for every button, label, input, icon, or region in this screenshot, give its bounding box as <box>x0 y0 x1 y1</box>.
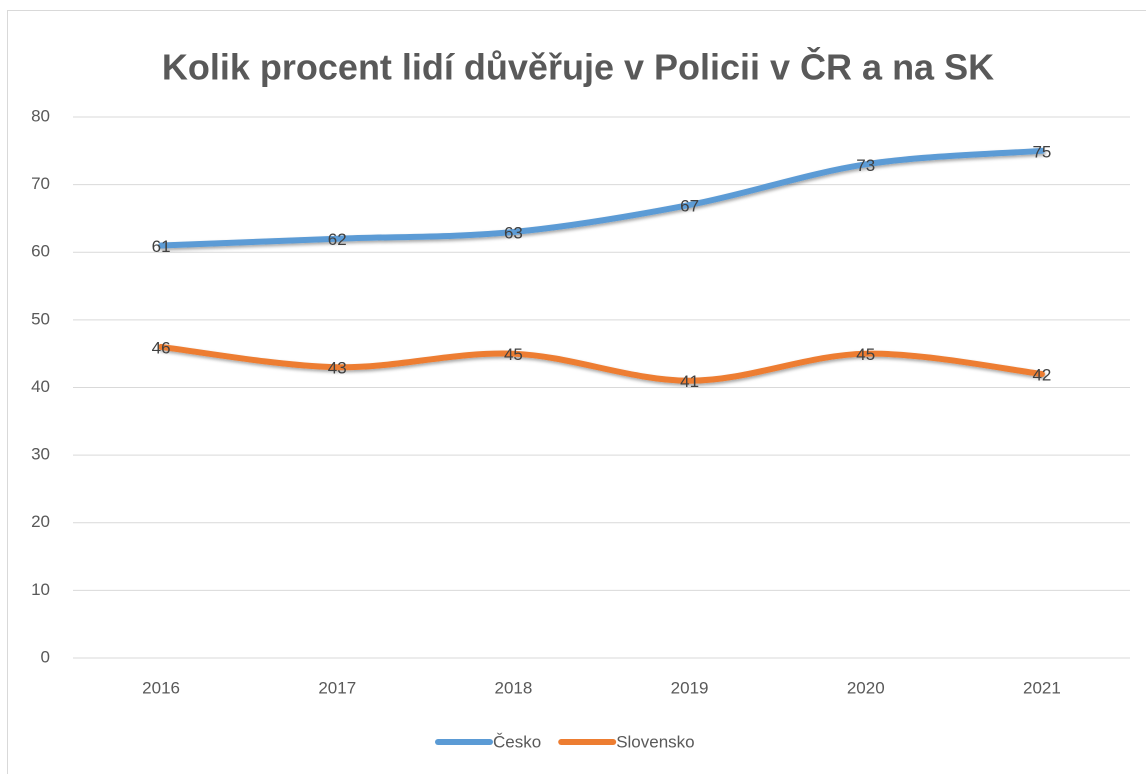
series-line <box>158 343 1045 384</box>
data-label: 45 <box>504 345 523 364</box>
data-label: 42 <box>1032 365 1051 384</box>
x-tick-label: 2018 <box>495 678 533 697</box>
data-label: 43 <box>328 359 347 378</box>
data-label: 62 <box>328 230 347 249</box>
y-tick-label: 50 <box>31 309 50 328</box>
x-tick-label: 2020 <box>847 678 885 697</box>
legend-label: Slovensko <box>616 732 694 751</box>
series-line <box>158 147 1045 249</box>
x-tick-label: 2016 <box>142 678 180 697</box>
data-label: 45 <box>856 345 875 364</box>
data-label: 75 <box>1032 142 1051 161</box>
y-tick-label: 70 <box>31 174 50 193</box>
data-label: 61 <box>152 237 171 256</box>
y-tick-label: 0 <box>41 647 50 666</box>
data-label: 73 <box>856 156 875 175</box>
y-tick-label: 60 <box>31 242 50 261</box>
x-tick-label: 2021 <box>1023 678 1061 697</box>
y-tick-label: 40 <box>31 377 50 396</box>
chart-border <box>7 10 1146 774</box>
data-label: 46 <box>152 338 171 357</box>
data-label: 41 <box>680 372 699 391</box>
y-tick-label: 80 <box>31 106 50 125</box>
y-tick-label: 10 <box>31 580 50 599</box>
data-label: 67 <box>680 196 699 215</box>
data-label: 63 <box>504 223 523 242</box>
x-tick-label: 2019 <box>671 678 709 697</box>
y-tick-label: 20 <box>31 512 50 531</box>
y-tick-label: 30 <box>31 445 50 464</box>
chart-title: Kolik procent lidí důvěřuje v Policii v … <box>162 46 994 88</box>
x-tick-label: 2017 <box>318 678 356 697</box>
legend-label: Česko <box>493 732 541 751</box>
